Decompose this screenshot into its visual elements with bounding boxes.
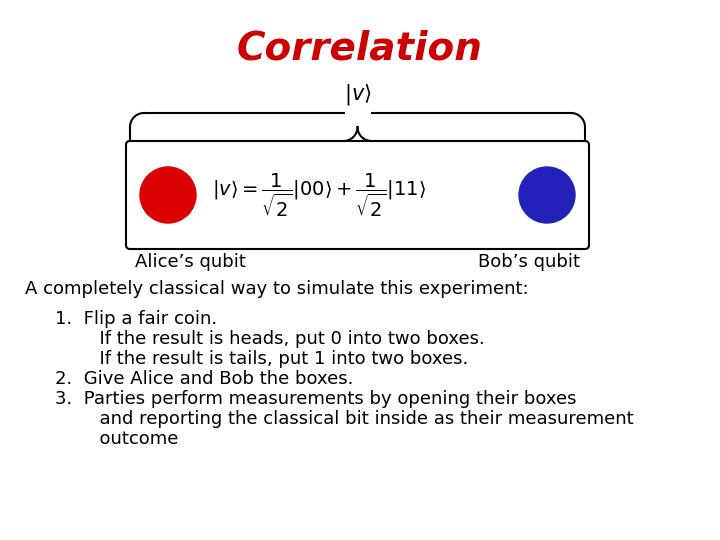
- Text: $|v\rangle$: $|v\rangle$: [343, 82, 372, 107]
- Text: Alice’s qubit: Alice’s qubit: [135, 253, 246, 271]
- Text: If the result is heads, put 0 into two boxes.: If the result is heads, put 0 into two b…: [65, 330, 485, 348]
- Text: If the result is tails, put 1 into two boxes.: If the result is tails, put 1 into two b…: [65, 350, 468, 368]
- Text: Bob’s qubit: Bob’s qubit: [478, 253, 580, 271]
- Text: 1.  Flip a fair coin.: 1. Flip a fair coin.: [55, 310, 217, 328]
- Circle shape: [519, 167, 575, 223]
- Text: outcome: outcome: [65, 430, 179, 448]
- Text: 2.  Give Alice and Bob the boxes.: 2. Give Alice and Bob the boxes.: [55, 370, 354, 388]
- Text: 3.  Parties perform measurements by opening their boxes: 3. Parties perform measurements by openi…: [55, 390, 577, 408]
- Text: Correlation: Correlation: [237, 30, 483, 68]
- Text: A completely classical way to simulate this experiment:: A completely classical way to simulate t…: [25, 280, 528, 298]
- Circle shape: [140, 167, 196, 223]
- Text: and reporting the classical bit inside as their measurement: and reporting the classical bit inside a…: [65, 410, 634, 428]
- Text: $|v\rangle = \dfrac{1}{\sqrt{2}}|00\rangle + \dfrac{1}{\sqrt{2}}|11\rangle$: $|v\rangle = \dfrac{1}{\sqrt{2}}|00\rang…: [212, 171, 426, 219]
